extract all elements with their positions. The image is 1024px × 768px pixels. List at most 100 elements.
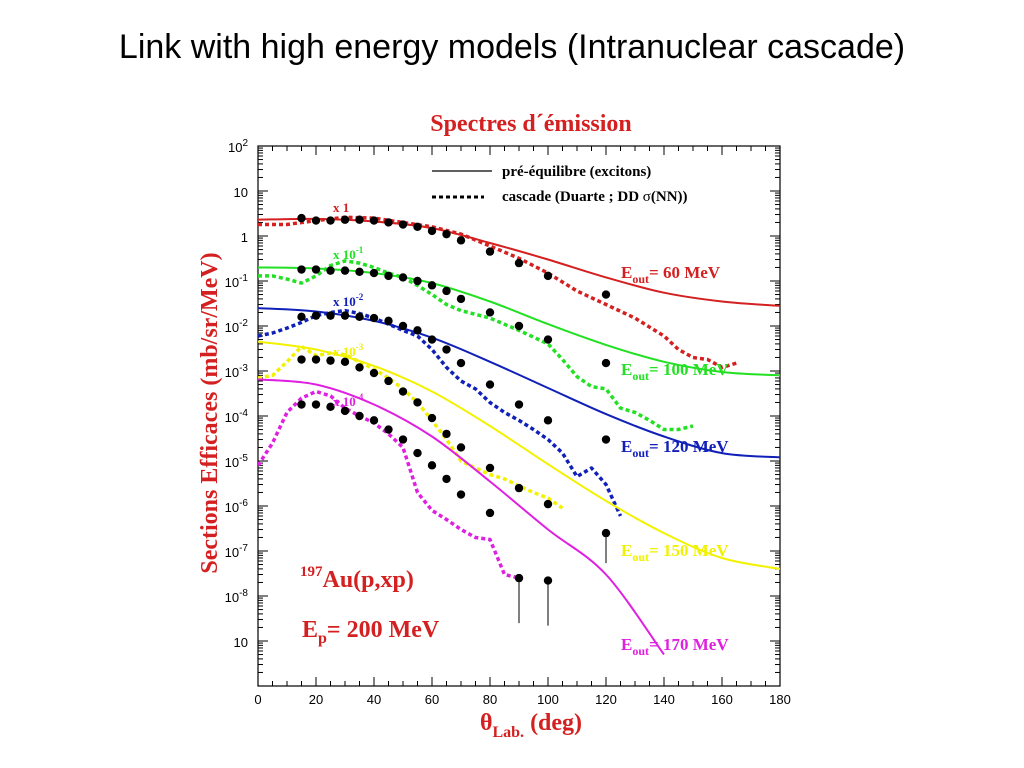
data-point-e170 (485, 508, 495, 518)
data-point-e60 (369, 216, 379, 225)
data-point-e120 (485, 380, 495, 389)
x-tick-label: 40 (367, 692, 381, 707)
y-tick-label: 10-3 (225, 363, 249, 380)
data-point-e150 (297, 355, 306, 364)
cascade-curve-e100 (258, 259, 694, 432)
reaction-label: 197Au(p,xp) (300, 564, 414, 593)
data-point-e60 (514, 258, 524, 268)
data-point-e170 (514, 573, 524, 583)
energy-label-e170: Eout= 170 MeV (621, 635, 729, 658)
legend: pré-équilibre (excitons) cascade (Duarte… (432, 164, 688, 205)
data-point-e170 (427, 461, 437, 470)
data-point-e170 (311, 400, 321, 409)
data-point-e60 (384, 218, 393, 227)
data-point-e100 (427, 281, 437, 290)
data-point-e60 (413, 222, 422, 232)
legend-solid-label: pré-équilibre (excitons) (502, 164, 651, 180)
data-points (297, 213, 611, 626)
scale-factor-e170: x 10-4 (333, 392, 364, 409)
data-point-e120 (514, 400, 524, 409)
series-labels: x 1 Eout= 60 MeV x 10-1 Eout= 100 MeV x 10-2… (333, 200, 729, 658)
data-point-e120 (413, 326, 422, 335)
data-point-e60 (427, 226, 437, 236)
data-point-e170 (384, 425, 393, 434)
data-point-e150 (340, 357, 350, 367)
y-tick-label: 10-2 (225, 318, 249, 335)
data-point-e150 (355, 363, 364, 372)
data-point-e100 (413, 276, 422, 286)
data-point-e170 (340, 406, 350, 416)
sigma-symbol: σ (643, 189, 651, 205)
data-point-e150 (514, 483, 524, 493)
data-point-e100 (485, 308, 495, 317)
data-point-e120 (427, 335, 437, 344)
data-point-e100 (543, 335, 553, 344)
scale-factor-e120: x 10-2 (333, 292, 364, 309)
data-point-e60 (543, 271, 553, 281)
data-point-e120 (340, 311, 350, 320)
data-point-e100 (514, 321, 524, 331)
x-axis-title: θLab. (deg) (480, 710, 582, 741)
energy-label-e150: Eout= 150 MeV (621, 541, 729, 564)
data-point-e150 (398, 387, 408, 396)
data-point-e170 (413, 448, 422, 458)
data-point-e150 (442, 429, 451, 439)
legend-dotted-label: cascade (Duarte ; DD σ(NN)) (502, 189, 688, 205)
energy-label-e100: Eout= 100 MeV (621, 360, 729, 383)
data-point-e60 (442, 229, 451, 239)
y-axis-title: Sections Efficaces (mb/sr/MeV) (197, 252, 223, 573)
x-tick-label: 20 (309, 692, 323, 707)
slide-title: Link with high energy models (Intranucle… (118, 28, 906, 66)
data-point-e170 (398, 435, 408, 444)
data-point-e60 (398, 220, 408, 229)
y-tick-label: 1 (241, 230, 248, 245)
data-point-e100 (442, 286, 451, 296)
data-point-e150 (311, 355, 321, 364)
y-tick-label: 10-8 (225, 588, 249, 605)
data-point-e60 (485, 247, 495, 256)
scale-factor-e60: x 1 (333, 200, 349, 215)
data-point-e60 (297, 213, 306, 223)
data-point-e120 (456, 358, 466, 368)
data-point-e120 (326, 311, 335, 320)
data-point-e170 (297, 400, 306, 409)
data-point-e60 (601, 290, 611, 299)
data-point-e170 (355, 411, 364, 421)
x-tick-label: 120 (595, 692, 617, 707)
data-point-e120 (369, 313, 379, 323)
scale-factor-e150: x 10-3 (333, 342, 364, 359)
scale-factor-e100: x 10-1 (333, 245, 364, 262)
data-point-e100 (340, 266, 350, 275)
beam-energy-label: Ep= 200 MeV (302, 617, 440, 647)
data-point-e120 (311, 311, 321, 320)
data-point-e170 (369, 416, 379, 425)
x-tick-label: 180 (769, 692, 791, 707)
data-point-e120 (398, 321, 408, 331)
x-tick-label: 100 (537, 692, 559, 707)
data-point-e150 (485, 463, 495, 473)
y-tick-label: 10-7 (225, 543, 249, 560)
data-point-e60 (355, 215, 364, 224)
cascade-curve-e170 (258, 389, 520, 580)
y-tick-label: 10-1 (225, 273, 249, 290)
data-point-e120 (442, 345, 451, 354)
data-point-e150 (384, 376, 393, 386)
data-point-e170 (442, 474, 451, 484)
data-point-e100 (456, 294, 466, 304)
data-point-e150 (456, 443, 466, 452)
y-tick-label: 102 (228, 138, 248, 155)
x-tick-label: 60 (425, 692, 439, 707)
data-point-e120 (384, 316, 393, 326)
data-point-e100 (326, 266, 335, 275)
data-point-e170 (543, 576, 553, 585)
axis-ticks: 0 20 40 60 80 100 120 140 160 180 102 10 1 10-1 10-2 10… (225, 138, 791, 707)
data-point-e150 (369, 368, 379, 378)
data-point-e120 (601, 435, 611, 444)
data-point-e60 (456, 236, 466, 245)
energy-label-e60: Eout= 60 MeV (621, 263, 721, 286)
x-tick-label: 80 (483, 692, 497, 707)
y-tick-label: 10-4 (225, 408, 249, 425)
y-tick-label: 10 (234, 635, 248, 650)
cascade-curve-e150 (258, 344, 564, 510)
